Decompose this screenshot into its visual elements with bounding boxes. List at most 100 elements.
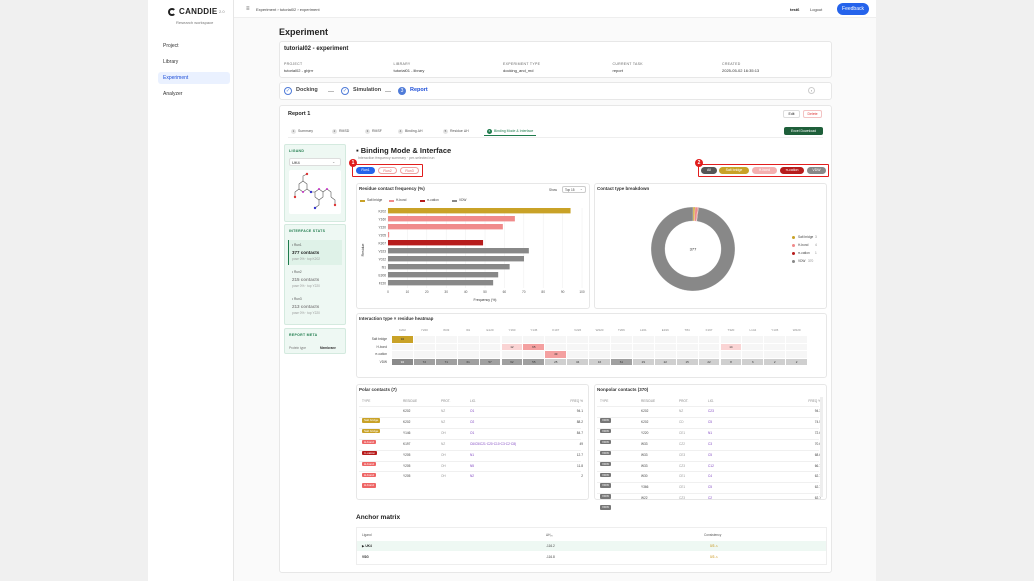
field-label: CURRENT TASK: [612, 62, 643, 66]
y-tick-label: Y022: [379, 257, 387, 261]
nav-item-experiment[interactable]: Experiment: [158, 72, 230, 84]
residue-cell: W33: [641, 463, 648, 468]
table-header: FREQ %: [570, 399, 583, 403]
chevron-down-icon: ⌄: [580, 187, 583, 191]
table-row[interactable]: [597, 493, 819, 503]
table-row[interactable]: [359, 471, 581, 481]
top-n-select[interactable]: [562, 186, 586, 193]
type-badge: Salt bridge: [362, 408, 381, 426]
app-version: 2.0: [219, 9, 225, 14]
feedback-button[interactable]: Feedback: [837, 3, 869, 15]
residue-chart-card: [356, 183, 590, 309]
table-row[interactable]: [597, 460, 819, 471]
type-badge: H-bond: [362, 473, 376, 491]
tab-summary[interactable]: 1 Summary: [288, 127, 316, 136]
heatmap-empty-cell: [720, 336, 742, 343]
tab-label: Binding Mode & Interface: [494, 129, 534, 133]
filter-pill-salt-bridge[interactable]: Salt bridge: [719, 167, 749, 174]
run-pill-run3[interactable]: Run3: [400, 167, 419, 174]
heatmap-cell: 22: [654, 358, 676, 365]
type-badge-label: VDW: [600, 472, 611, 477]
tab-residue-h[interactable]: 5 Residue ΔH: [440, 127, 472, 136]
table-row[interactable]: [597, 438, 819, 449]
residue-cell: W33: [641, 441, 648, 446]
x-tick-label: 70: [522, 290, 526, 294]
heatmap-col-label: W220: [792, 328, 801, 332]
table-row[interactable]: [597, 482, 819, 492]
table-row[interactable]: [359, 460, 581, 471]
table-row[interactable]: [359, 449, 581, 460]
tab-rmsd[interactable]: 2 RMSD: [329, 127, 352, 136]
filter-pill-vdw[interactable]: VDW: [807, 167, 826, 174]
contact-legend-label: π-cation: [798, 251, 810, 255]
anchor-row[interactable]: [357, 552, 826, 562]
table-row[interactable]: [597, 449, 819, 460]
heatmap-col-label: E120: [486, 328, 494, 332]
residue-bar-chart: 0 10 20 30 40 50 60 70 80 90 100 K202 Y160 Y220 Y205 K3…: [361, 208, 585, 302]
freq-cell: 62.7: [814, 485, 821, 490]
prot-atom-cell: CE3: [679, 452, 686, 457]
top-bar: [234, 0, 876, 18]
freq-cell: 66.7: [814, 463, 821, 468]
legend-swatch: [360, 200, 365, 202]
prev-step-icon[interactable]: ‹: [808, 87, 815, 94]
table-row[interactable]: [359, 438, 581, 449]
residue-cell: Y205: [403, 474, 411, 479]
table-row[interactable]: [597, 471, 819, 481]
freq-cell: 2: [581, 474, 583, 479]
x-tick-label: 10: [406, 290, 410, 294]
breadcrumb[interactable]: Experiment › tutorial02 › experiment: [256, 7, 320, 12]
contact-legend-label: Salt bridge: [798, 235, 814, 239]
table-row[interactable]: [359, 406, 581, 416]
y-tick-label: K307: [379, 241, 387, 245]
run-name: • Run2: [292, 270, 302, 274]
step-simulation[interactable]: Simulation: [353, 87, 382, 93]
tab-binding-h[interactable]: 4 Binding ΔH: [395, 127, 426, 136]
heatmap-empty-cell: [413, 351, 435, 358]
table-row[interactable]: [597, 406, 819, 416]
heatmap-row-label: Salt bridge: [371, 337, 387, 341]
nav-item-analyzer[interactable]: Analyzer: [163, 91, 183, 97]
filter-pill-all[interactable]: All: [701, 167, 717, 174]
run-pill-run1[interactable]: Run1: [356, 167, 375, 174]
heatmap-empty-cell: [632, 336, 654, 343]
tab-binding-mode-interface[interactable]: 6 Binding Mode & Interface: [484, 127, 537, 136]
delete-button[interactable]: Delete: [803, 110, 822, 118]
prot-atom-cell: NZ: [441, 441, 446, 446]
x-tick-label: 0: [387, 290, 389, 294]
residue-cell: K202: [403, 409, 411, 413]
table-row[interactable]: [359, 416, 581, 427]
logout-link[interactable]: Logout: [810, 7, 823, 12]
experiment-name: tutorial02 - experiment: [284, 46, 349, 52]
heatmap-cell: 94: [392, 336, 413, 343]
excel-download-button[interactable]: Excel Download: [784, 127, 823, 135]
lig-atom-cell: C5: [708, 485, 713, 490]
table-row[interactable]: [597, 416, 819, 427]
show-label: Show: [549, 188, 557, 192]
run-pill-run2[interactable]: Run2: [378, 167, 397, 174]
filter-pill--cation[interactable]: π-cation: [780, 167, 804, 174]
x-tick-label: 60: [503, 290, 507, 294]
table-row[interactable]: [359, 427, 581, 438]
heatmap-empty-cell: [764, 351, 786, 358]
step-report[interactable]: Report: [410, 87, 428, 93]
table-row[interactable]: [597, 427, 819, 438]
heatmap-col-label: W33: [443, 328, 450, 332]
step-docking[interactable]: Docking: [296, 87, 318, 93]
nonpolar-scrollbar[interactable]: [820, 397, 823, 497]
edit-button[interactable]: Edit: [783, 110, 800, 118]
legend-dot: [792, 260, 795, 263]
menu-icon[interactable]: ≡: [246, 6, 250, 12]
bar-K307: [388, 240, 484, 246]
tab-label: Residue ΔH: [450, 129, 469, 133]
anchor-row[interactable]: [357, 541, 826, 551]
step-connector: [385, 91, 391, 92]
heatmap-cell: 16: [589, 358, 610, 365]
nav-item-project[interactable]: Project: [163, 43, 179, 49]
tab-rmsf[interactable]: 3 RMSF: [362, 127, 385, 136]
filter-pill-h-bond[interactable]: H-bond: [752, 167, 777, 174]
ligand-select[interactable]: [289, 158, 341, 166]
nav-item-library[interactable]: Library: [163, 59, 179, 65]
run-card[interactable]: [288, 240, 342, 265]
table-header: PROT.: [679, 399, 689, 403]
